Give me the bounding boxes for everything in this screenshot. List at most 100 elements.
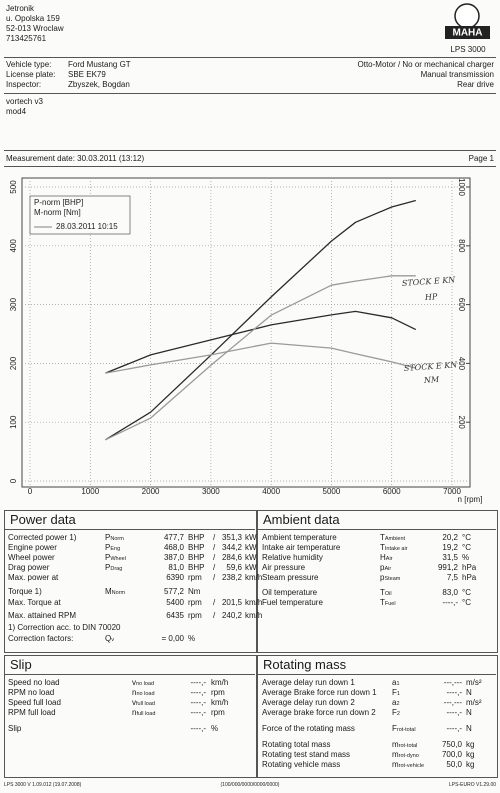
y2-tick-label: 200	[457, 416, 466, 430]
rule	[4, 529, 255, 530]
value: 5400	[166, 598, 184, 607]
section-title: Rotating mass	[263, 657, 347, 672]
rule	[4, 674, 255, 675]
value: 81,0	[168, 563, 184, 572]
field-label: Vehicle type:	[6, 60, 52, 69]
unit: °C	[462, 533, 471, 542]
vehicle-info: Otto-Motor / No or mechanical charger	[357, 60, 495, 69]
symbol: a1	[392, 678, 400, 689]
symbol-subscript: Steam	[384, 576, 401, 582]
section-title: Ambient data	[263, 512, 340, 527]
symbol-subscript: full load	[136, 711, 156, 717]
unit: BHP	[188, 563, 205, 572]
value: 31,5	[442, 553, 458, 562]
unit: km/h	[245, 573, 263, 582]
row-label: RPM no load	[8, 688, 55, 697]
symbol-main: m	[392, 740, 399, 749]
symbol-main: n	[132, 708, 137, 717]
y-tick-label: 500	[9, 180, 18, 194]
power-box	[4, 510, 257, 653]
unit: kg	[466, 760, 475, 769]
vehicle-info: Manual transmission	[420, 70, 494, 79]
handwritten-note: HP	[424, 292, 439, 302]
symbol-subscript: no load	[136, 691, 155, 697]
row-label: Max. power at	[8, 573, 59, 582]
symbol-subscript: rot-vehicle	[398, 763, 425, 769]
value: ----,-	[446, 724, 462, 733]
unit: Nm	[188, 587, 201, 596]
row-label: Torque 1)	[8, 587, 42, 596]
row-label: Average delay run down 2	[262, 698, 355, 707]
curve	[105, 310, 417, 374]
symbol-subscript: full load	[136, 701, 155, 707]
unit: N	[466, 688, 472, 697]
x-tick-label: 2000	[142, 487, 160, 496]
unit: rpm	[188, 598, 202, 607]
row-label: Max. attained RPM	[8, 611, 77, 620]
unit: %	[188, 634, 196, 643]
symbol-subscript: Air	[385, 556, 393, 562]
symbol: TAmbient	[380, 533, 405, 544]
symbol-main: a	[392, 678, 397, 687]
unit: kg	[466, 740, 475, 749]
value: 344,2	[221, 543, 242, 552]
x-tick-label: 6000	[383, 487, 401, 496]
symbol-main: Q	[105, 634, 112, 643]
rule	[4, 57, 496, 58]
symbol: TFuel	[380, 598, 396, 609]
page-number: Page 1	[468, 154, 494, 163]
company-line: 52-013 Wroclaw	[6, 24, 64, 33]
symbol-main: T	[380, 543, 385, 552]
row-label: Rotating vehicle mass	[262, 760, 341, 769]
row-label: Corrected power 1)	[8, 533, 77, 542]
unit: rpm	[211, 688, 225, 697]
row-label: Relative humidity	[262, 553, 323, 562]
symbol-subscript: 1	[396, 681, 400, 687]
y2-tick-label: 800	[457, 239, 466, 253]
symbol-subscript: Oil	[384, 591, 392, 597]
symbol-subscript: v	[111, 637, 114, 643]
value: ----,-	[190, 678, 206, 687]
symbol: HAir	[380, 553, 393, 564]
row-label: 1) Correction acc. to DIN 70020	[8, 623, 121, 632]
value: 240,2	[221, 611, 242, 620]
value: 284,6	[221, 553, 242, 562]
row-label: Average delay run down 1	[262, 678, 355, 687]
unit: BHP	[188, 543, 205, 552]
value: 750,0	[441, 740, 462, 749]
curve	[105, 342, 416, 374]
y-tick-label: 300	[9, 297, 18, 311]
symbol-main: P	[105, 533, 111, 542]
note: mod4	[6, 107, 27, 116]
field-value: SBE EK79	[68, 70, 106, 79]
unit: kW	[245, 543, 257, 552]
row-label: Wheel power	[8, 553, 55, 562]
x-tick-label: 5000	[323, 487, 341, 496]
value: ---,---	[443, 678, 462, 687]
symbol-main: m	[392, 760, 399, 769]
unit: BHP	[188, 533, 205, 542]
symbol-main: H	[380, 553, 386, 562]
symbol: vfull load	[132, 698, 155, 709]
symbol-main: P	[105, 563, 111, 572]
symbol-main: T	[380, 588, 385, 597]
value: 83,0	[442, 588, 458, 597]
symbol-subscript: rot-dyno	[398, 753, 419, 759]
y2-tick-label: 1000	[457, 178, 466, 196]
rule	[4, 166, 496, 167]
unit: kW	[245, 553, 257, 562]
unit: rpm	[188, 573, 202, 582]
symbol-main: p	[380, 573, 385, 582]
symbol-subscript: Air	[384, 566, 392, 572]
value: 387,0	[163, 553, 184, 562]
symbol: nno load	[132, 688, 155, 699]
row-label: Speed full load	[8, 698, 61, 707]
x-tick-label: 7000	[443, 487, 461, 496]
y-tick-label: 400	[9, 239, 18, 253]
footer-text: LPS-EURO V1.29.00	[449, 782, 496, 788]
row-label: Speed no load	[8, 678, 60, 687]
vehicle-info: Rear drive	[457, 80, 494, 89]
symbol: mrot-vehicle	[392, 760, 424, 771]
separator: /	[213, 598, 216, 607]
legend-title: M-norm [Nm]	[34, 208, 81, 217]
